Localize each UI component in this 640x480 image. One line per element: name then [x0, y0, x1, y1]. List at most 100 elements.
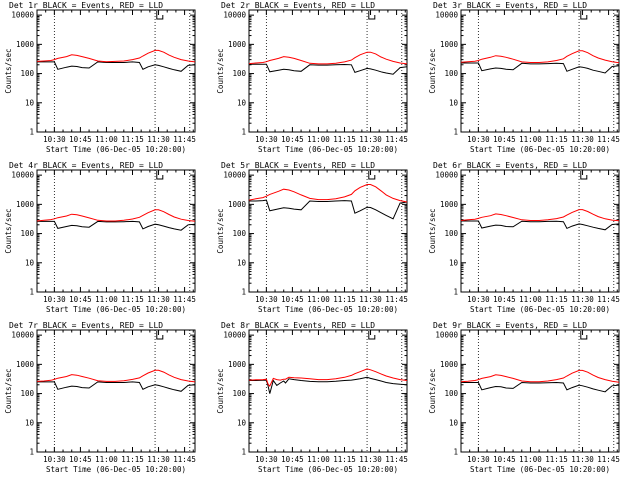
panel-5-ytick-label: 10000: [223, 171, 246, 180]
panel-3-title: Det 3r BLACK = Events, RED = LLD: [433, 1, 587, 10]
panel-1-xtick-label: 11:30: [147, 135, 170, 144]
panel-5-ytick-label: 100: [232, 229, 246, 238]
panel-2-title: Det 2r BLACK = Events, RED = LLD: [221, 1, 375, 10]
panel-7-title: Det 7r BLACK = Events, RED = LLD: [9, 321, 163, 330]
panel-1-ytick-label: 10000: [11, 11, 34, 20]
panel-8-ytick-label: 1: [241, 448, 246, 457]
panel-8-xtick-label: 11:45: [385, 455, 408, 464]
panel-2-ylabel: Counts/sec: [216, 48, 225, 93]
panel-7: Det 7r BLACK = Events, RED = LLD 1 10 100 10…: [4, 321, 196, 474]
panel-9-plot-frame: [460, 329, 620, 453]
panel-6-ytick-label: 1000: [440, 200, 459, 209]
panel-8-xlabel: Start Time (06-Dec-05 10:20:00): [258, 465, 398, 474]
panel-9-ytick-label: 1: [453, 448, 458, 457]
panel-3-ytick-label: 10: [449, 98, 459, 107]
panel-5-ytick-label: 10: [237, 258, 247, 267]
panel-8-ytick-label: 1000: [228, 360, 247, 369]
panel-4-plot-frame: [36, 169, 196, 293]
panel-4-xtick-label: 11:30: [147, 295, 170, 304]
panel-9-xtick-label: 11:00: [519, 455, 542, 464]
panel-4-interval-marker: [156, 171, 164, 180]
panel-4-series-events: [37, 220, 196, 231]
panel-9-ytick-label: 100: [444, 389, 458, 398]
panel-9-series-lld: [460, 369, 620, 383]
panel-1-xtick-label: 10:45: [69, 135, 92, 144]
panel-2-ytick-label: 1000: [228, 40, 247, 49]
panel-2-xtick-label: 11:00: [307, 135, 330, 144]
panel-1: Det 1r BLACK = Events, RED = LLD 1 10 100 10…: [4, 1, 196, 154]
panel-7-xtick-label: 11:45: [173, 455, 196, 464]
panel-1-xtick-label: 11:15: [121, 135, 144, 144]
panel-9-xlabel: Start Time (06-Dec-05 10:20:00): [470, 465, 610, 474]
panel-4-xtick-label: 10:30: [43, 295, 66, 304]
panel-5-xtick-label: 11:15: [333, 295, 356, 304]
panel-1-ytick-label: 1: [29, 128, 34, 137]
panel-3-xtick-label: 10:45: [493, 135, 516, 144]
panel-6-xtick-label: 11:30: [571, 295, 594, 304]
panel-7-ylabel: Counts/sec: [4, 368, 13, 413]
panel-4-xtick-label: 11:00: [95, 295, 118, 304]
panel-7-ytick-label: 1000: [16, 360, 35, 369]
panel-3-xtick-label: 11:15: [545, 135, 568, 144]
panel-8-ytick-label: 10000: [223, 331, 246, 340]
panel-7-series-events: [37, 381, 196, 392]
panel-8: Det 8r BLACK = Events, RED = LLD 1 10 100 10…: [216, 321, 408, 474]
panel-6-series-lld: [460, 209, 620, 222]
panel-9-xtick-label: 10:45: [493, 455, 516, 464]
panel-5-series-lld: [248, 184, 408, 203]
panel-5-xtick-label: 10:30: [255, 295, 278, 304]
panel-1-ytick-label: 10: [25, 98, 35, 107]
panel-2-plot-frame: [248, 9, 408, 133]
panel-1-ylabel: Counts/sec: [4, 48, 13, 93]
panel-2-ytick-label: 10: [237, 98, 247, 107]
panel-7-ytick-label: 10: [25, 418, 35, 427]
panel-4-xlabel: Start Time (06-Dec-05 10:20:00): [46, 305, 186, 314]
panel-1-ytick-label: 100: [20, 69, 34, 78]
panel-5-ylabel: Counts/sec: [216, 208, 225, 253]
panel-2: Det 2r BLACK = Events, RED = LLD 1 10 100 10…: [216, 1, 408, 154]
panel-8-title: Det 8r BLACK = Events, RED = LLD: [221, 321, 375, 330]
panel-5-ytick-label: 1: [241, 288, 246, 297]
panel-8-xtick-label: 10:45: [281, 455, 304, 464]
panel-4-series-lld: [36, 209, 196, 222]
panel-7-series-lld: [36, 369, 196, 383]
panel-9: Det 9r BLACK = Events, RED = LLD 1 10 100 10…: [428, 321, 620, 474]
panel-4-xtick-label: 11:45: [173, 295, 196, 304]
panel-5-xtick-label: 10:45: [281, 295, 304, 304]
panel-3-ytick-label: 100: [444, 69, 458, 78]
panel-7-xtick-label: 10:30: [43, 455, 66, 464]
panel-4-ytick-label: 10000: [11, 171, 34, 180]
panel-9-xtick-label: 11:45: [597, 455, 620, 464]
panel-3-xlabel: Start Time (06-Dec-05 10:20:00): [470, 145, 610, 154]
panel-8-ylabel: Counts/sec: [216, 368, 225, 413]
panel-8-ytick-label: 100: [232, 389, 246, 398]
panel-1-xtick-label: 11:45: [173, 135, 196, 144]
panel-8-plot-frame: [248, 329, 408, 453]
panel-5-title: Det 5r BLACK = Events, RED = LLD: [221, 161, 375, 170]
panel-8-interval-marker: [368, 331, 376, 340]
panel-5: Det 5r BLACK = Events, RED = LLD 1 10 100 10…: [216, 161, 408, 314]
panel-6-xtick-label: 10:30: [467, 295, 490, 304]
panel-6-xtick-label: 11:45: [597, 295, 620, 304]
panel-5-xtick-label: 11:30: [359, 295, 382, 304]
panel-1-title: Det 1r BLACK = Events, RED = LLD: [9, 1, 163, 10]
panel-8-xtick-label: 11:30: [359, 455, 382, 464]
panel-2-xtick-label: 11:15: [333, 135, 356, 144]
panel-2-xtick-label: 11:30: [359, 135, 382, 144]
panel-6-ytick-label: 1: [453, 288, 458, 297]
panel-3-ytick-label: 10000: [435, 11, 458, 20]
panel-5-xlabel: Start Time (06-Dec-05 10:20:00): [258, 305, 398, 314]
panel-9-ylabel: Counts/sec: [428, 368, 437, 413]
panel-3-xtick-label: 10:30: [467, 135, 490, 144]
panel-3-xtick-label: 11:45: [597, 135, 620, 144]
panel-7-interval-marker: [156, 331, 164, 340]
panel-7-ytick-label: 1: [29, 448, 34, 457]
panel-4-xtick-label: 11:15: [121, 295, 144, 304]
panel-3-plot-frame: [460, 9, 620, 133]
panel-9-title: Det 9r BLACK = Events, RED = LLD: [433, 321, 587, 330]
panel-2-xtick-label: 10:30: [255, 135, 278, 144]
panel-3-xtick-label: 11:30: [571, 135, 594, 144]
panel-7-xtick-label: 11:00: [95, 455, 118, 464]
panel-3-ytick-label: 1: [453, 128, 458, 137]
